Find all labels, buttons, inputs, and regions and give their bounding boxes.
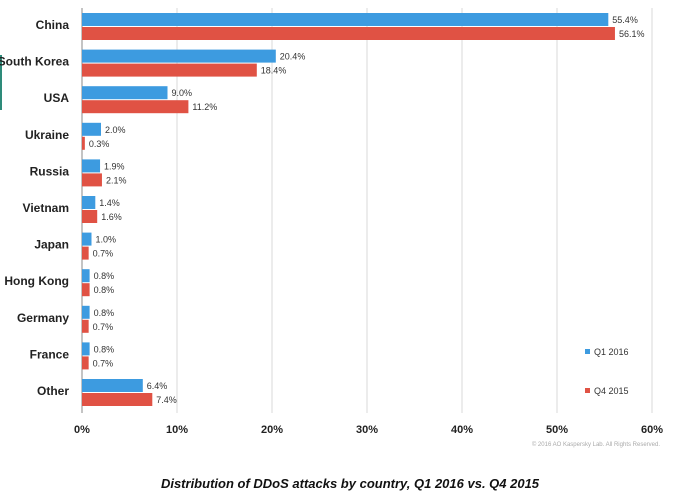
bar-q1-2016 [82, 13, 609, 26]
bar-q4-2015 [82, 246, 89, 260]
bar-q1-2016 [82, 342, 90, 356]
bar-q1-2016 [82, 269, 90, 283]
category-label: USA [44, 91, 70, 105]
bar-q1-2016 [82, 49, 276, 63]
data-label: 0.3% [89, 139, 110, 149]
legend-label: Q4 2015 [594, 386, 629, 396]
x-tick-label: 50% [546, 424, 568, 436]
data-label: 11.2% [192, 102, 217, 112]
category-label: Other [37, 384, 69, 398]
bar-q4-2015 [82, 393, 153, 406]
bar-q1-2016 [82, 196, 96, 209]
bar-q4-2015 [82, 173, 102, 187]
legend-label: Q1 2016 [594, 347, 629, 357]
category-label: France [30, 347, 70, 361]
data-label: 9.0% [172, 88, 193, 98]
data-label: 20.4% [280, 52, 306, 62]
data-label: 1.4% [99, 198, 120, 208]
data-label: 0.8% [94, 308, 115, 318]
x-tick-label: 40% [451, 424, 473, 436]
bar-q4-2015 [82, 136, 85, 150]
bar-q1-2016 [82, 122, 101, 136]
bar-q1-2016 [82, 232, 92, 246]
copyright-text: © 2016 AO Kaspersky Lab. All Rights Rese… [532, 441, 660, 448]
category-label: South Korea [0, 55, 69, 69]
bar-q1-2016 [82, 379, 143, 392]
bar-q4-2015 [82, 319, 89, 333]
bar-q4-2015 [82, 210, 98, 223]
data-label: 1.0% [96, 235, 117, 245]
legend-swatch [585, 349, 590, 354]
bar-q4-2015 [82, 356, 89, 370]
category-label: Germany [17, 311, 69, 325]
data-label: 0.8% [94, 344, 115, 354]
data-label: 18.4% [261, 66, 287, 76]
data-label: 7.4% [156, 395, 177, 405]
data-label: 0.7% [93, 322, 114, 332]
chart-caption: Distribution of DDoS attacks by country,… [160, 476, 540, 491]
data-label: 1.9% [104, 161, 125, 171]
x-tick-label: 60% [641, 424, 663, 436]
category-label: China [36, 18, 70, 32]
x-tick-label: 0% [74, 424, 90, 436]
bar-q1-2016 [82, 86, 168, 100]
bar-q4-2015 [82, 63, 257, 77]
category-label: Russia [30, 164, 70, 178]
data-label: 0.8% [94, 271, 115, 281]
data-label: 6.4% [147, 381, 168, 391]
bar-q4-2015 [82, 283, 90, 297]
category-label: Hong Kong [4, 274, 69, 288]
data-label: 2.0% [105, 125, 126, 135]
ddos-bar-chart: 0% 10% 20% 30% 40% 50% 60% China 55.4% 56.1% South… [0, 8, 663, 448]
category-label: Ukraine [25, 128, 69, 142]
data-label: 0.8% [94, 285, 115, 295]
data-label: 55.4% [612, 15, 638, 25]
category-label: Vietnam [23, 201, 69, 215]
data-label: 2.1% [106, 175, 127, 185]
bar-q4-2015 [82, 27, 615, 40]
left-accent-bar [0, 55, 2, 110]
legend-swatch [585, 388, 590, 393]
bar-q1-2016 [82, 305, 90, 319]
x-tick-label: 20% [261, 424, 283, 436]
x-tick-label: 30% [356, 424, 378, 436]
category-label: Japan [34, 238, 69, 252]
data-label: 56.1% [619, 29, 645, 39]
data-label: 0.7% [93, 358, 114, 368]
data-label: 1.6% [101, 212, 122, 222]
x-tick-label: 10% [166, 424, 188, 436]
data-label: 0.7% [93, 249, 114, 259]
bar-q4-2015 [82, 100, 189, 114]
bar-q1-2016 [82, 159, 101, 173]
